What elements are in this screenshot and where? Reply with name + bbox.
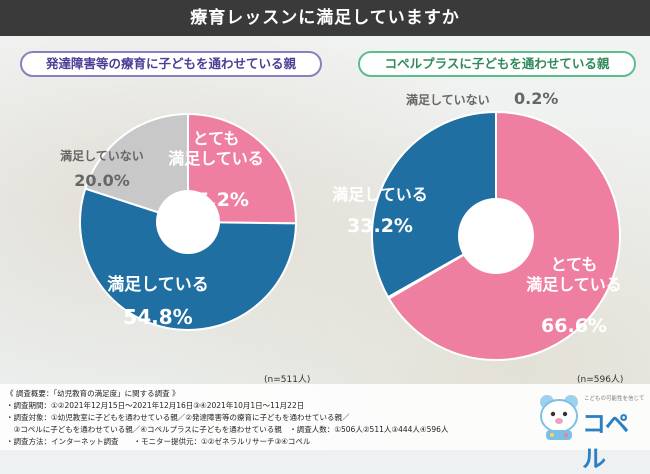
logo-tagline: こどもの可能性を信じて	[584, 396, 645, 402]
slice-value-satisfied: 54.8%	[123, 305, 192, 329]
copel-logo: こどもの可能性を信じて コペル	[536, 390, 645, 473]
slice-label-satisfied: 満足している	[107, 274, 209, 295]
logo-name: コペル	[582, 410, 629, 473]
slice-label-very-satisfied-line2: 満足している	[168, 149, 264, 168]
slice-value-very-satisfied: 25.2%	[183, 189, 249, 211]
survey-notes: 《 調査概要：「幼児教育の満足度」に関する調査 》 ・調査期間：①②2021年1…	[0, 384, 650, 450]
left-chart-label: 発達障害等の療育に子どもを通わせている親	[20, 51, 322, 77]
slice-label-satisfied: 満足している	[332, 185, 428, 204]
right-chart-label: コペルプラスに子どもを通わせている親	[358, 51, 636, 77]
note-line: 《 調査概要：「幼児教育の満足度」に関する調査 》	[6, 389, 180, 398]
slice-label-very-satisfied: とても	[551, 255, 598, 274]
pie-slice-not-satisfied	[84, 112, 189, 224]
slice-value-not-satisfied: 20.0%	[74, 171, 130, 190]
pie-slice-satisfied	[79, 187, 298, 331]
slice-value-very-satisfied: 66.6%	[541, 315, 607, 337]
page-title: 療育レッスンに満足していますか	[0, 0, 650, 36]
note-line: ・調査方法：インターネット調査 ・モニター提供元：①②ゼネラルリサーチ③④コペル	[6, 437, 311, 446]
note-line: ・調査対象：①幼児教室に子どもを通わせている親／②発達障害等の療育に子どもを通わ…	[6, 413, 350, 422]
slice-label-very-satisfied-line2: 満足している	[526, 275, 622, 294]
slice-label-not-satisfied: 満足していない	[406, 92, 490, 107]
slice-value-satisfied: 33.2%	[347, 215, 413, 237]
note-line: ③コペルに子どもを通わせている親／④コペルプラスに子どもを通わせている親 ・調査…	[6, 425, 449, 434]
slice-label-not-satisfied: 満足していない	[60, 148, 144, 163]
pie-slice-very-satisfied	[187, 112, 297, 225]
pie-center-hole	[458, 198, 534, 274]
right-sample-size: (n=596人)	[577, 375, 624, 385]
bear-icon	[540, 395, 578, 440]
note-line: ・調査期間：①②2021年12月15日～2021年12月16日③④2021年10…	[6, 401, 305, 410]
slice-value-not-satisfied: 0.2%	[514, 89, 558, 108]
pie-center-hole	[156, 190, 220, 254]
slice-label-very-satisfied: とても	[193, 129, 240, 148]
left-sample-size: (n=511人)	[264, 375, 311, 385]
